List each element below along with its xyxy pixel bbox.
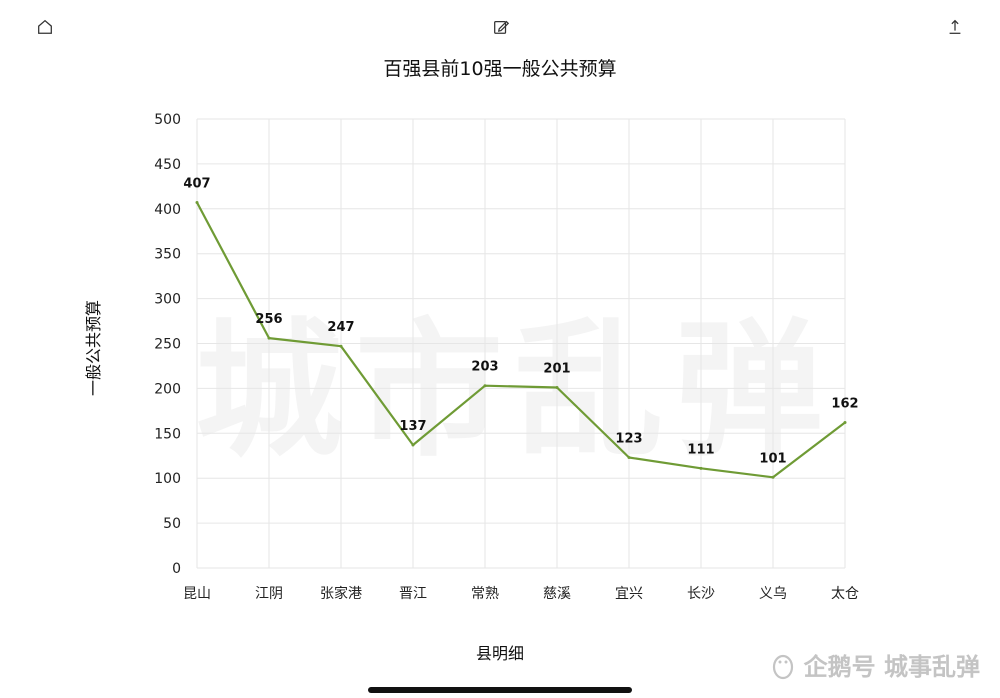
y-tick-label: 250 (154, 337, 181, 353)
series-line (196, 201, 846, 479)
footer-brand-text: 企鹅号 城事乱弹 (803, 653, 980, 681)
y-tick-label: 100 (154, 471, 181, 487)
x-tick-label: 太仓 (831, 586, 859, 602)
y-tick-label: 400 (154, 202, 181, 218)
data-point (411, 443, 415, 447)
data-point (771, 475, 775, 479)
data-point (699, 466, 703, 470)
y-tick-label: 500 (154, 112, 181, 128)
penguin-icon (772, 654, 793, 679)
x-tick-label: 常熟 (471, 586, 499, 602)
home-indicator[interactable] (368, 687, 632, 693)
data-point (555, 386, 559, 390)
data-point (843, 421, 847, 425)
chart-title: 百强县前10强一般公共预算 (383, 58, 617, 80)
x-axis-label: 县明细 (475, 644, 524, 663)
y-axis-label: 一般公共预算 (84, 299, 103, 397)
data-label: 256 (255, 312, 282, 327)
data-label: 123 (615, 432, 642, 447)
data-label: 101 (759, 451, 786, 466)
x-tick-label: 晋江 (399, 586, 427, 602)
x-tick-label: 昆山 (183, 586, 211, 602)
data-label: 111 (687, 442, 714, 457)
data-label: 201 (543, 362, 570, 377)
x-tick-label: 慈溪 (543, 586, 571, 602)
data-point (627, 456, 631, 460)
data-label: 247 (327, 320, 354, 335)
x-tick-label: 宜兴 (615, 586, 643, 602)
home-icon[interactable] (35, 17, 55, 37)
y-tick-label: 50 (163, 516, 181, 532)
x-tick-label: 江阴 (255, 586, 283, 602)
data-point (195, 201, 199, 205)
data-label: 137 (399, 419, 426, 434)
y-tick-label: 450 (154, 157, 181, 173)
y-tick-label: 200 (154, 381, 181, 397)
data-label: 407 (183, 177, 210, 192)
y-tick-label: 300 (154, 292, 181, 308)
x-tick-label: 义乌 (759, 586, 787, 602)
y-tick-label: 350 (154, 247, 181, 263)
data-label: 162 (831, 397, 858, 412)
x-tick-label: 张家港 (320, 585, 362, 602)
data-label: 203 (471, 360, 498, 375)
data-point (267, 336, 271, 340)
share-icon[interactable] (945, 17, 965, 37)
footer-brand: 企鹅号 城事乱弹 (768, 647, 980, 682)
edit-icon[interactable] (491, 17, 511, 37)
y-tick-label: 0 (172, 561, 181, 577)
y-tick-label: 150 (154, 426, 181, 442)
x-tick-label: 长沙 (687, 586, 715, 602)
data-point (483, 384, 487, 388)
data-point (339, 344, 343, 348)
